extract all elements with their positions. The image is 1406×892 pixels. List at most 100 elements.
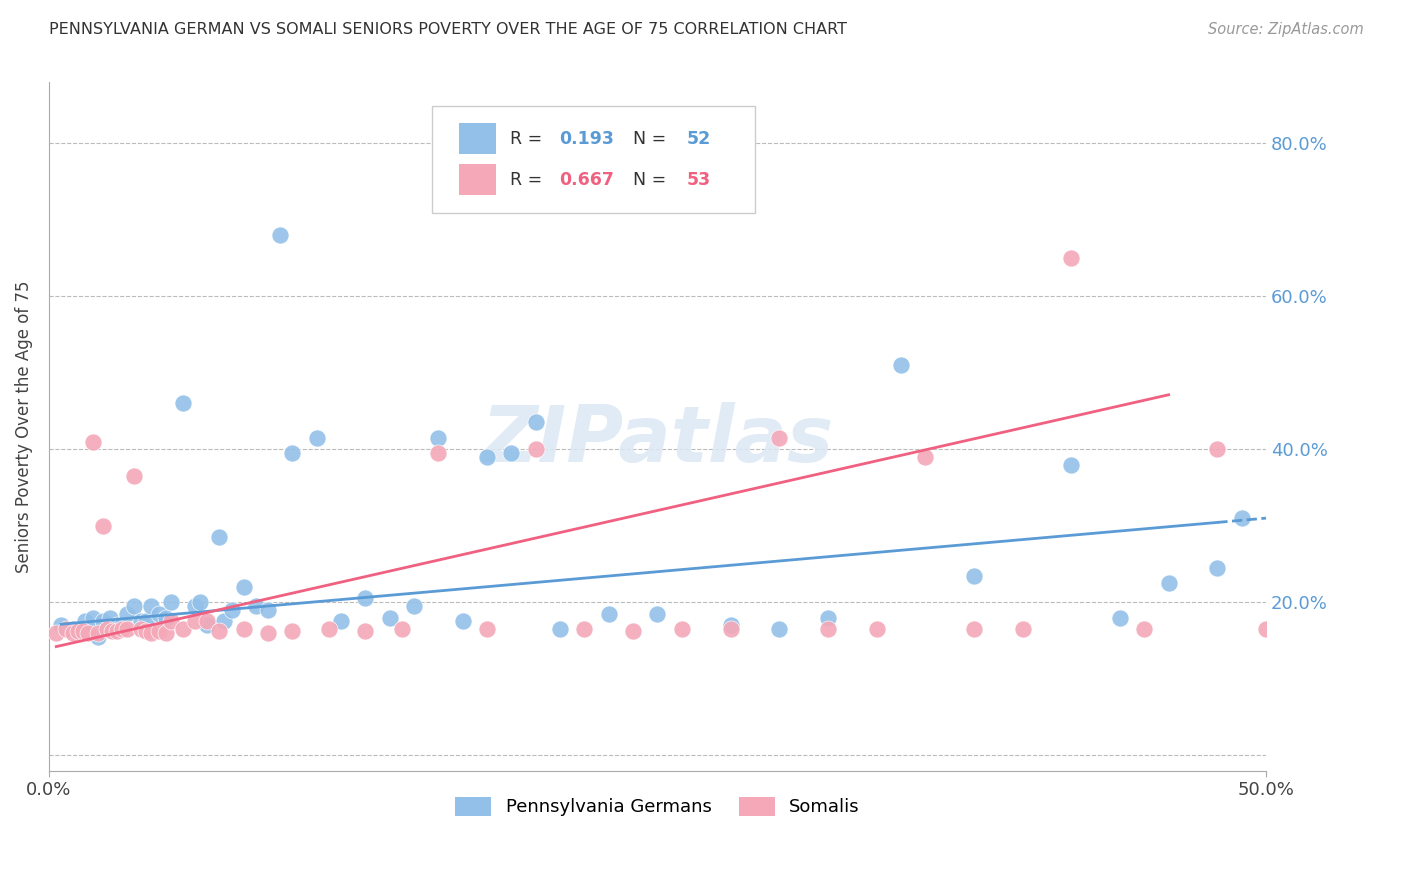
Point	[75, 615, 97, 629]
Point	[1206, 442, 1229, 457]
Point	[720, 618, 742, 632]
Point	[232, 580, 254, 594]
Point	[77, 626, 100, 640]
Point	[141, 626, 163, 640]
Point	[82, 434, 104, 449]
Point	[155, 626, 177, 640]
Point	[208, 624, 231, 638]
Point	[101, 624, 124, 638]
Point	[574, 622, 596, 636]
Point	[135, 624, 157, 638]
Point	[269, 227, 291, 242]
Point	[1133, 622, 1156, 636]
Point	[1353, 622, 1375, 636]
Point	[817, 610, 839, 624]
FancyBboxPatch shape	[432, 106, 755, 213]
Point	[427, 431, 450, 445]
Text: N =: N =	[623, 171, 672, 189]
Text: Source: ZipAtlas.com: Source: ZipAtlas.com	[1208, 22, 1364, 37]
Point	[159, 595, 181, 609]
Point	[281, 446, 304, 460]
Point	[890, 358, 912, 372]
Point	[45, 626, 67, 640]
Point	[148, 607, 170, 621]
Point	[212, 615, 235, 629]
Text: 0.193: 0.193	[560, 130, 614, 148]
Text: N =: N =	[623, 130, 672, 148]
Point	[548, 622, 571, 636]
Text: 0.667: 0.667	[560, 171, 614, 189]
Point	[475, 622, 498, 636]
Point	[1011, 622, 1033, 636]
Point	[404, 599, 426, 614]
Point	[427, 446, 450, 460]
Point	[221, 603, 243, 617]
Point	[62, 626, 84, 640]
Point	[1060, 251, 1083, 265]
Point	[391, 622, 413, 636]
Point	[172, 396, 194, 410]
Text: 52: 52	[686, 130, 711, 148]
Point	[49, 618, 72, 632]
Point	[188, 595, 211, 609]
Point	[148, 624, 170, 638]
Point	[671, 622, 693, 636]
Point	[195, 618, 218, 632]
Point	[67, 624, 90, 638]
Point	[963, 568, 986, 582]
Point	[257, 603, 280, 617]
Point	[914, 450, 936, 464]
Point	[281, 624, 304, 638]
Point	[111, 618, 134, 632]
Point	[865, 622, 887, 636]
Point	[172, 622, 194, 636]
Point	[598, 607, 620, 621]
Point	[86, 630, 108, 644]
Point	[159, 615, 181, 629]
Point	[1400, 622, 1406, 636]
Bar	[460, 164, 496, 195]
Point	[135, 615, 157, 629]
Point	[91, 518, 114, 533]
Text: PENNSYLVANIA GERMAN VS SOMALI SENIORS POVERTY OVER THE AGE OF 75 CORRELATION CHA: PENNSYLVANIA GERMAN VS SOMALI SENIORS PO…	[49, 22, 848, 37]
Point	[1060, 458, 1083, 472]
Point	[501, 446, 523, 460]
Point	[720, 622, 742, 636]
Point	[122, 469, 145, 483]
Point	[55, 622, 77, 636]
Point	[768, 622, 790, 636]
Point	[963, 622, 986, 636]
Point	[72, 624, 94, 639]
Text: ZIPatlas: ZIPatlas	[481, 402, 834, 478]
Point	[1303, 622, 1326, 636]
Point	[122, 599, 145, 614]
Point	[86, 626, 108, 640]
Point	[98, 610, 121, 624]
Point	[91, 615, 114, 629]
Point	[131, 622, 153, 636]
Point	[105, 624, 128, 639]
Point	[1109, 610, 1132, 624]
Text: R =: R =	[510, 130, 548, 148]
Point	[451, 615, 474, 629]
Point	[354, 591, 377, 606]
Point	[621, 624, 644, 638]
Point	[184, 615, 207, 629]
Point	[62, 622, 84, 636]
Point	[1230, 511, 1253, 525]
Point	[318, 622, 340, 636]
Point	[82, 610, 104, 624]
Point	[524, 416, 547, 430]
Text: 53: 53	[686, 171, 711, 189]
Point	[105, 618, 128, 632]
Point	[647, 607, 669, 621]
Point	[1157, 576, 1180, 591]
Point	[96, 622, 118, 636]
Point	[768, 431, 790, 445]
Y-axis label: Seniors Poverty Over the Age of 75: Seniors Poverty Over the Age of 75	[15, 280, 32, 573]
Point	[184, 599, 207, 614]
Text: R =: R =	[510, 171, 548, 189]
Point	[141, 599, 163, 614]
Point	[354, 624, 377, 638]
Point	[111, 622, 134, 636]
